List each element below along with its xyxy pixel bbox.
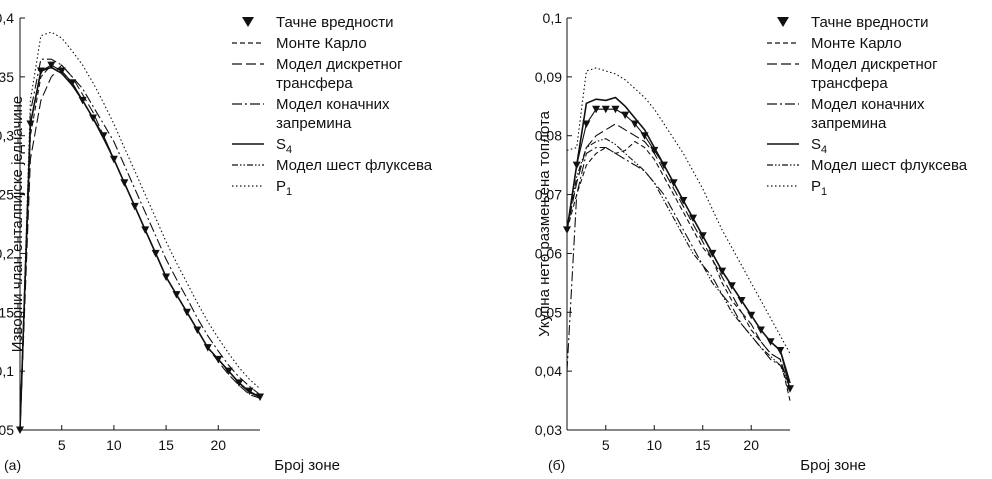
legend-label: P1 [276,178,292,198]
x-tick-label: 5 [602,437,610,453]
chart-panel-b: 0,03 0,04 0,05 0,06 0,07 0,08 0,09 0,1 5 10 15 20 (б… [535,10,968,474]
legend-label-subscript: 1 [821,186,827,198]
series-line-exact [566,108,791,389]
y-tick-label: 0,07 [535,187,562,203]
panel-label: (a) [4,457,21,473]
legend-label: Модел дискретног [811,56,938,73]
legend-label: Модел коначних [276,96,390,113]
series-line-dotted [19,31,261,431]
y-tick-label: 0,1 [543,10,563,26]
y-tick-label: 0,4 [0,10,14,26]
x-tick-label: 15 [158,437,174,453]
series-line-dash-dot-dot [566,138,791,390]
data-point-triangle [601,105,610,114]
legend-label-continued: трансфера [811,75,888,92]
series-line-solid [19,66,261,431]
y-tick-label: 0,35 [0,69,14,85]
x-tick-label: 15 [695,437,711,453]
legend-label-continued: запремина [811,115,887,132]
x-tick-label: 5 [58,437,66,453]
panel-label: (б) [548,457,565,473]
legend-label: P1 [811,178,827,198]
legend-label-subscript: 4 [286,144,292,156]
y-tick-label: 0,05 [535,304,562,320]
series-line-dotted [566,67,791,354]
y-tick-label: 0,05 [0,422,14,438]
data-point-triangle [582,120,591,128]
series-line-long-dash [566,123,791,389]
legend-label: Монте Карло [811,35,902,52]
legend-marker-triangle [242,17,254,27]
series-line-dash-dot [566,146,791,384]
y-tick-label: 0,03 [535,422,562,438]
y-tick-label: 0,1 [0,363,14,379]
y-tick-label: 0,3 [0,128,14,144]
series-line-dash-dot [19,58,261,431]
series-line-dashed [19,64,261,431]
data-point-triangle [592,105,601,114]
series-line-solid [566,96,791,384]
x-axis-label: Број зоне [800,457,866,474]
legend-label: Модел дискретног [276,56,403,73]
legend-label: Тачне вредности [811,14,929,31]
data-point-triangle [650,146,659,155]
chart-panel-a: 0,05 0,1 0,15 0,2 0,25 0,3 0,35 0,4 5 10 15 20 (a) Бр… [0,10,433,474]
legend-label: Модел шест флуксева [811,157,968,174]
y-tick-label: 0,2 [0,245,14,261]
legend: Тачне вредности Монте Карло Модел дискретн… [767,14,968,198]
legend-label: Монте Карло [276,35,367,52]
legend-label: Модел шест флуксева [276,157,433,174]
legend-label: S4 [276,136,292,156]
y-tick-label: 0,15 [0,304,14,320]
data-point-triangle [16,426,24,434]
y-axis-label: Укупна нето размењена топлота [536,110,553,337]
y-tick-label: 0,08 [535,128,562,144]
legend-label-subscript: 1 [286,186,292,198]
legend-label-continued: запремина [276,115,352,132]
legend-label: Тачне вредности [276,14,394,31]
x-axis-label: Број зоне [274,457,340,474]
series-line-dash-dot-dot [19,66,261,431]
y-tick-label: 0,04 [535,363,562,379]
x-tick-label: 20 [743,437,759,453]
data-point-triangle [621,111,630,120]
y-tick-label: 0,25 [0,187,14,203]
x-tick-label: 20 [210,437,226,453]
y-axis-label: Изворни члан енталпијске једначине [9,96,26,353]
data-point-triangle [786,385,794,393]
legend-label: Модел коначних [811,96,925,113]
y-tick-label: 0,06 [535,245,562,261]
y-tick-label: 0,09 [535,69,562,85]
data-point-triangle [563,226,571,234]
legend-label-subscript: 4 [821,144,827,156]
legend-label: S4 [811,136,827,156]
legend-label-continued: трансфера [276,75,353,92]
legend-marker-triangle [777,17,789,27]
legend: Тачне вредности Монте Карло Модел дискретн… [232,14,433,198]
series-line-dashed [566,140,791,401]
series-line-long-dash [19,64,261,431]
data-point-triangle [630,120,639,128]
series-line-exact [19,64,261,431]
data-point-triangle [611,105,620,114]
x-tick-label: 10 [106,437,122,453]
x-tick-label: 10 [646,437,662,453]
